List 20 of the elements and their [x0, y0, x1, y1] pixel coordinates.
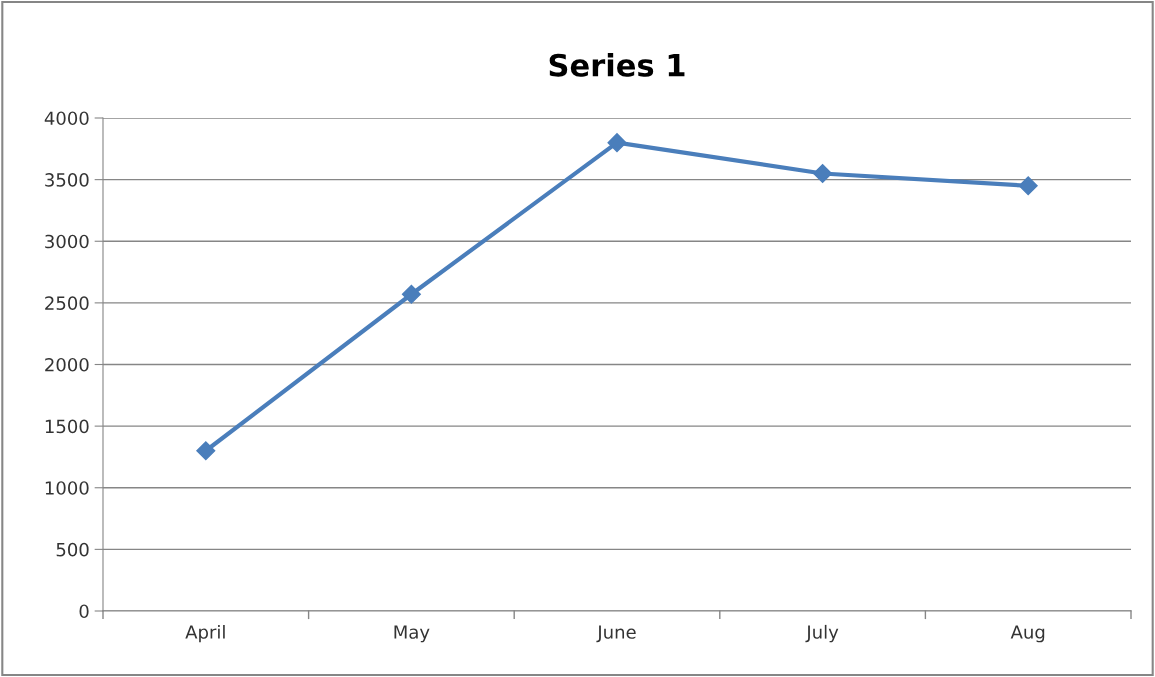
point [401, 284, 421, 304]
y-tick-label: 3000 [45, 234, 89, 249]
y-tick-label: 0 [79, 604, 89, 619]
x-tick-label: May [394, 625, 430, 643]
x-tick-label: June [596, 625, 636, 643]
point [607, 133, 627, 153]
y-tick-label: 1500 [45, 419, 89, 434]
y-tick-label: 2000 [45, 357, 89, 372]
y-tick-label: 2500 [45, 296, 89, 310]
chart-title: Series 1 [549, 53, 685, 77]
y-tick-label: 3500 [45, 173, 89, 187]
x-tick-label: Aug [1010, 625, 1045, 643]
y-tick-label: 500 [56, 542, 89, 557]
point [1018, 176, 1038, 196]
y-tick-label: 4000 [44, 111, 89, 126]
x-tick-label: July [805, 624, 839, 643]
point [196, 441, 216, 461]
x-tick-label: April [185, 624, 225, 643]
point [813, 163, 833, 183]
y-tick-label: 1000 [45, 481, 89, 495]
